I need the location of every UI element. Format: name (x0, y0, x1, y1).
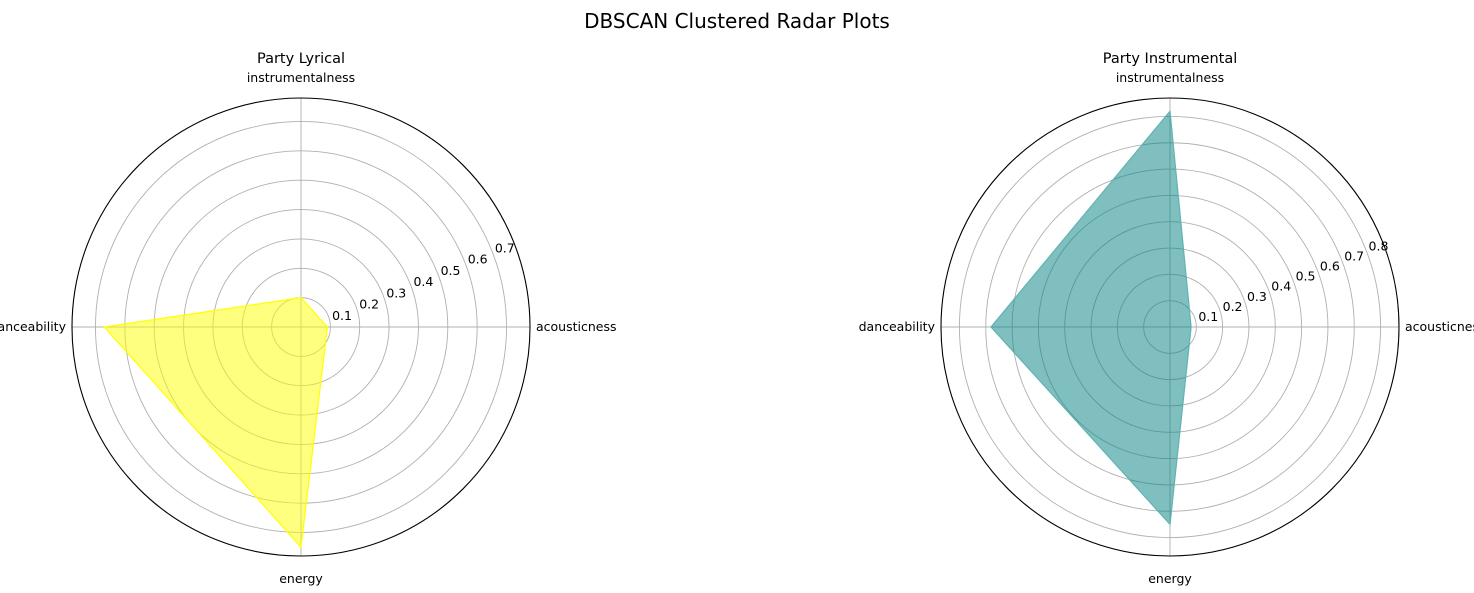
chart-title: Party Instrumental (1103, 51, 1238, 67)
axis-label-energy: energy (1148, 571, 1192, 586)
radar-chart-party-lyrical: acousticness instrumentalness danceability… (0, 51, 617, 586)
r-tick-label: 0.2 (359, 297, 379, 312)
chart-title: Party Lyrical (257, 51, 345, 67)
axis-label-energy: energy (279, 571, 323, 586)
r-tick-label: 0.8 (1369, 238, 1389, 253)
r-tick-label: 0.1 (332, 308, 352, 323)
r-tick-label: 0.2 (1223, 299, 1243, 314)
r-tick-label: 0.3 (1247, 289, 1267, 304)
r-tick-label: 0.1 (1198, 309, 1218, 324)
data-polygon (990, 109, 1192, 526)
r-tick-label: 0.6 (1320, 259, 1340, 274)
figure-suptitle: DBSCAN Clustered Radar Plots (584, 9, 890, 33)
r-tick-label: 0.7 (495, 240, 515, 255)
r-tick-label: 0.5 (441, 263, 461, 278)
r-tick-label: 0.5 (1296, 269, 1316, 284)
polar-frame (940, 97, 1400, 557)
r-tick-label: 0.3 (386, 285, 406, 300)
axis-label-instrumentalness: instrumentalness (1116, 70, 1224, 85)
axis-label-acousticness: acousticness (536, 319, 617, 334)
r-tick-label: 0.6 (468, 252, 488, 267)
axis-label-acousticness: acousticness (1405, 319, 1474, 334)
r-tick-label: 0.7 (1344, 248, 1364, 263)
axis-label-instrumentalness: instrumentalness (247, 70, 355, 85)
axis-label-danceability: danceability (0, 319, 67, 334)
radar-chart-party-instrumental: acousticness instrumentalness danceability… (859, 51, 1474, 586)
r-tick-label: 0.4 (1271, 279, 1291, 294)
polar-frame (71, 97, 531, 557)
data-polygon (103, 296, 329, 549)
axis-label-danceability: danceability (859, 319, 936, 334)
r-tick-label: 0.4 (413, 274, 433, 289)
